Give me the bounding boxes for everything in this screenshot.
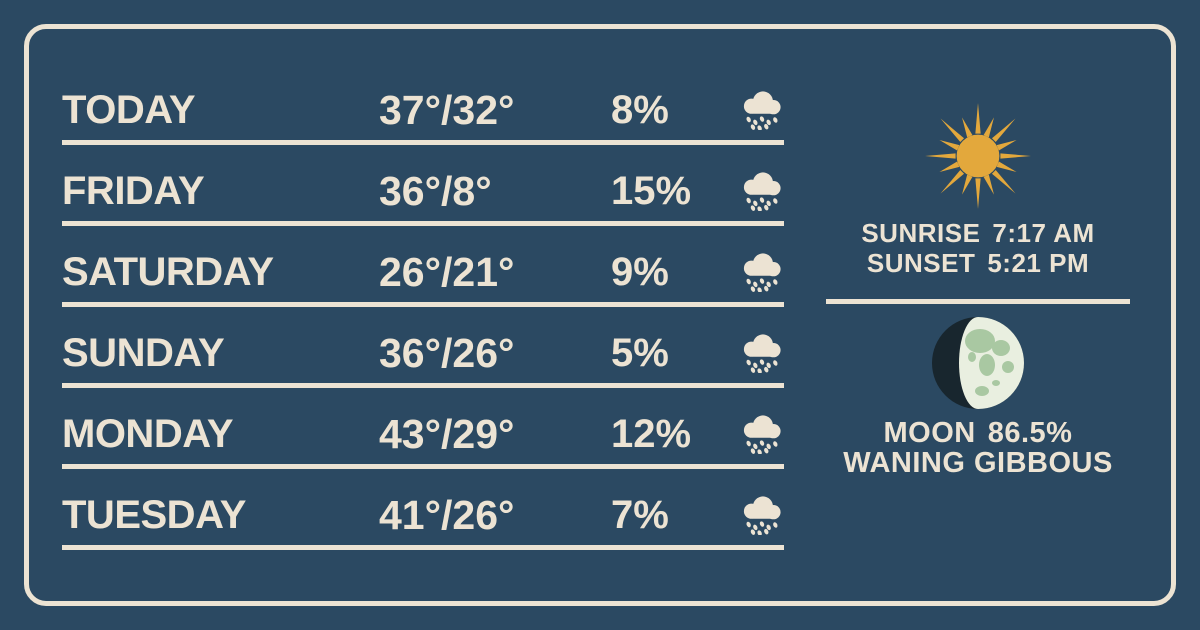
rain-cloud-icon [743, 415, 781, 455]
forecast-row: FRIDAY 36°/8° 15% [62, 145, 784, 226]
section-divider [826, 299, 1130, 304]
day-label: MONDAY [62, 411, 234, 456]
moon-label: MOON [883, 417, 976, 449]
day-label: TODAY [62, 87, 196, 132]
high-low-temperature: 41°/26° [379, 491, 515, 538]
high-low-temperature: 36°/26° [379, 329, 515, 376]
rain-cloud-icon [743, 253, 781, 293]
weather-icon-cell [741, 252, 785, 293]
high-low-temperature: 37°/32° [379, 86, 515, 133]
forecast-row: TUESDAY 41°/26° 7% [62, 469, 784, 550]
rain-cloud-icon [743, 91, 781, 131]
weather-icon-cell [741, 171, 785, 212]
high-low-temperature: 43°/29° [379, 410, 515, 457]
precipitation-probability: 7% [611, 492, 669, 537]
day-label: SUNDAY [62, 330, 225, 375]
day-label: TUESDAY [62, 492, 246, 537]
moon-waning-gibbous-icon [932, 317, 1024, 409]
sunrise-line: SUNRISE 7:17 AM [826, 218, 1130, 248]
precipitation-probability: 5% [611, 330, 669, 375]
precipitation-probability: 12% [611, 411, 692, 456]
moon-phase: WANING GIBBOUS [843, 447, 1113, 479]
rain-cloud-icon [743, 334, 781, 374]
forecast-row: TODAY 37°/32° 8% [62, 64, 784, 145]
moon-illumination-line: MOON 86.5% [826, 418, 1130, 448]
sunrise-label: SUNRISE [861, 218, 981, 248]
high-low-temperature: 26°/21° [379, 248, 515, 295]
rain-cloud-icon [743, 172, 781, 212]
high-low-temperature: 36°/8° [379, 167, 492, 214]
sunrise-time: 7:17 AM [992, 218, 1095, 248]
forecast-row: SUNDAY 36°/26° 5% [62, 307, 784, 388]
precipitation-probability: 8% [611, 87, 669, 132]
day-label: SATURDAY [62, 249, 274, 294]
precipitation-probability: 9% [611, 249, 669, 294]
sun-times: SUNRISE 7:17 AM SUNSET 5:21 PM [826, 218, 1130, 278]
weather-icon-cell [741, 414, 785, 455]
rain-cloud-icon [743, 496, 781, 536]
weather-icon-cell [741, 90, 785, 131]
day-label: FRIDAY [62, 168, 205, 213]
weather-icon-cell [741, 495, 785, 536]
sunset-time: 5:21 PM [987, 248, 1090, 278]
sunset-line: SUNSET 5:21 PM [826, 248, 1130, 278]
astronomy-panel: SUNRISE 7:17 AM SUNSET 5:21 PM [826, 100, 1130, 478]
forecast-table: TODAY 37°/32° 8% [62, 64, 784, 550]
sun-icon [925, 103, 1031, 209]
moon-info: MOON 86.5% WANING GIBBOUS [826, 418, 1130, 478]
card-border [24, 24, 1176, 606]
sunset-label: SUNSET [866, 248, 976, 278]
precipitation-probability: 15% [611, 168, 692, 213]
weather-icon-cell [741, 333, 785, 374]
forecast-row: MONDAY 43°/29° 12% [62, 388, 784, 469]
forecast-row: SATURDAY 26°/21° 9% [62, 226, 784, 307]
moon-illumination: 86.5% [987, 417, 1073, 449]
